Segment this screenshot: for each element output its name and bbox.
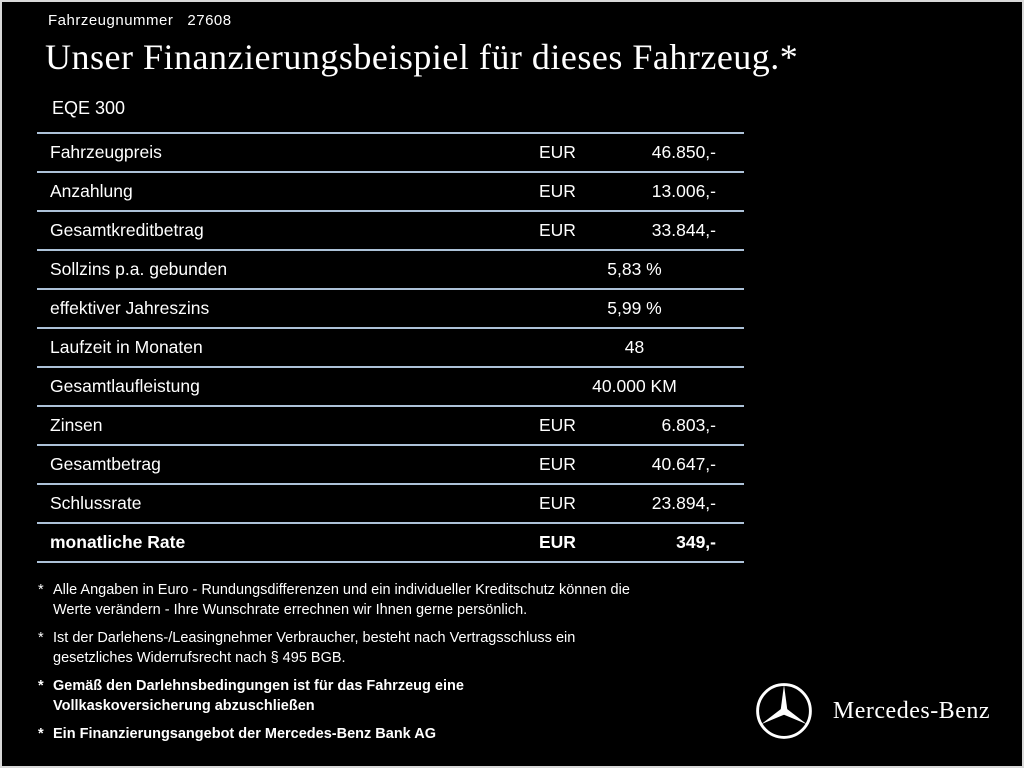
row-value: EUR 23.894,-	[539, 493, 744, 514]
row-label: effektiver Jahreszins	[50, 298, 210, 318]
footnote: * Ist der Darlehens-/Leasingnehmer Verbr…	[38, 628, 758, 668]
row-label: Laufzeit in Monaten	[50, 337, 203, 357]
brand-name: Mercedes-Benz	[832, 697, 990, 724]
row-label: Anzahlung	[50, 181, 133, 201]
row-amount: 6.803,-	[661, 415, 716, 435]
row-label: Gesamtkreditbetrag	[50, 220, 204, 240]
row-value: EUR 33.844,-	[539, 220, 744, 241]
footnote-marker: *	[38, 630, 44, 646]
vehicle-number-value: 27608	[187, 12, 232, 29]
table-row: Anzahlung EUR 13.006,-	[37, 171, 744, 210]
row-label: monatliche Rate	[50, 532, 186, 552]
footnote: * Alle Angaben in Euro - Rundungsdiffere…	[38, 580, 758, 620]
row-value: EUR 40.647,-	[539, 454, 744, 475]
mercedes-star-icon	[756, 683, 812, 739]
row-amount: 40.647,-	[651, 454, 716, 474]
footnote-marker: *	[38, 678, 44, 694]
row-value: EUR 6.803,-	[539, 415, 744, 436]
row-label: Gesamtbetrag	[50, 454, 161, 474]
row-label: Zinsen	[50, 415, 103, 435]
row-label: Gesamtlaufleistung	[50, 376, 200, 396]
row-currency: EUR	[539, 454, 576, 474]
row-amount: 5,99 %	[607, 298, 662, 318]
row-amount: 5,83 %	[607, 259, 662, 279]
row-value: 48	[539, 337, 744, 358]
table-row: Gesamtlaufleistung 40.000 KM	[37, 366, 744, 405]
row-label: Schlussrate	[50, 493, 142, 513]
row-amount: 349,-	[676, 532, 716, 552]
row-amount: 46.850,-	[651, 142, 716, 162]
row-amount: 40.000 KM	[592, 376, 677, 396]
row-value: 40.000 KM	[539, 376, 744, 397]
vehicle-number: Fahrzeugnummer 27608	[48, 12, 232, 29]
row-value: EUR 349,-	[539, 532, 744, 553]
page-title: Unser Finanzierungsbeispiel für dieses F…	[45, 37, 799, 77]
footnote-marker: *	[38, 582, 44, 598]
vehicle-model: EQE 300	[52, 98, 126, 118]
brand: Mercedes-Benz	[755, 682, 990, 740]
row-currency: EUR	[539, 415, 576, 435]
row-currency: EUR	[539, 532, 576, 552]
row-currency: EUR	[539, 493, 576, 513]
row-value: EUR 13.006,-	[539, 181, 744, 202]
table-row: Zinsen EUR 6.803,-	[37, 405, 744, 444]
footnotes: * Alle Angaben in Euro - Rundungsdiffere…	[38, 580, 758, 752]
row-amount: 13.006,-	[651, 181, 716, 201]
row-label: Fahrzeugpreis	[50, 142, 162, 162]
vehicle-number-label: Fahrzeugnummer	[48, 12, 174, 29]
row-value: EUR 46.850,-	[539, 142, 744, 163]
financing-table: Fahrzeugpreis EUR 46.850,- Anzahlung EUR 1…	[37, 132, 744, 563]
footnote-text: Gemäß den Darlehnsbedingungen ist für da…	[53, 678, 464, 714]
row-currency: EUR	[539, 142, 576, 162]
row-value: 5,83 %	[539, 259, 744, 280]
row-currency: EUR	[539, 181, 576, 201]
table-row: Laufzeit in Monaten 48	[37, 327, 744, 366]
footnote-text: Ein Finanzierungsangebot der Mercedes-Be…	[53, 726, 436, 742]
row-label: Sollzins p.a. gebunden	[50, 259, 228, 279]
table-row: effektiver Jahreszins 5,99 %	[37, 288, 744, 327]
row-amount: 48	[624, 337, 645, 357]
footnote-text: Alle Angaben in Euro - Rundungsdifferenz…	[53, 582, 630, 618]
footnote-text: Ist der Darlehens-/Leasingnehmer Verbrau…	[53, 630, 576, 666]
footnote: * Ein Finanzierungsangebot der Mercedes-…	[38, 724, 758, 744]
row-currency: EUR	[539, 220, 576, 240]
footnote-marker: *	[38, 726, 44, 742]
footnote: * Gemäß den Darlehnsbedingungen ist für …	[38, 676, 758, 716]
table-row: Gesamtbetrag EUR 40.647,-	[37, 444, 744, 483]
table-row: Fahrzeugpreis EUR 46.850,-	[37, 132, 744, 171]
row-amount: 23.894,-	[651, 493, 716, 513]
table-row: Schlussrate EUR 23.894,-	[37, 483, 744, 522]
table-row: Gesamtkreditbetrag EUR 33.844,-	[37, 210, 744, 249]
row-value: 5,99 %	[539, 298, 744, 319]
table-row: Sollzins p.a. gebunden 5,83 %	[37, 249, 744, 288]
row-amount: 33.844,-	[651, 220, 716, 240]
table-row-monthly-rate: monatliche Rate EUR 349,-	[37, 522, 744, 561]
